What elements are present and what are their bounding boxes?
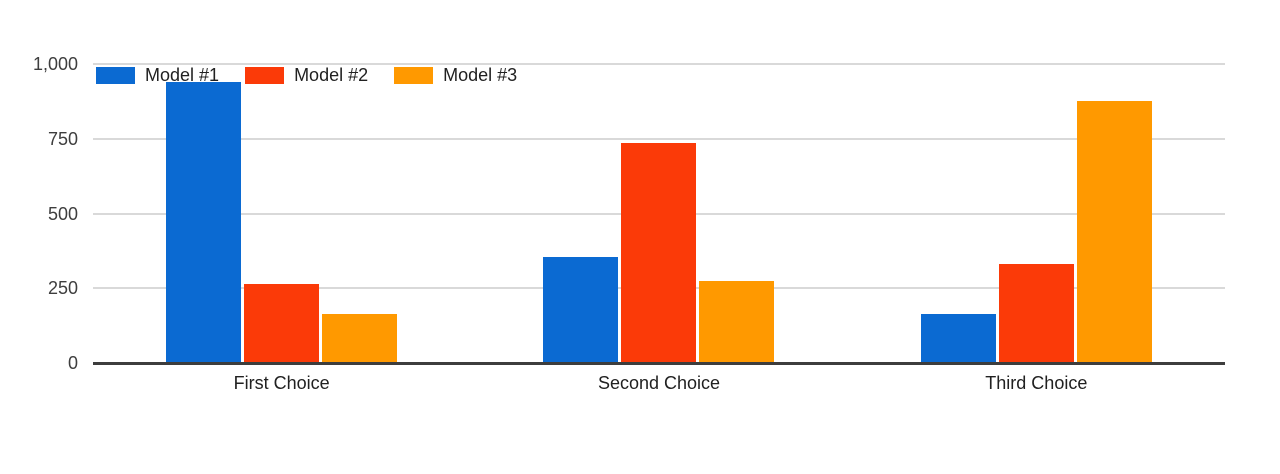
legend-swatch-model-3-icon [394,66,434,84]
x-axis-line [93,362,1225,365]
chart-legend: Model #1 Model #2 Model #3 [96,66,517,84]
legend-swatch-model-1-icon [96,66,135,84]
bar-model-3 [699,280,775,363]
plot-area [93,63,1225,365]
gridline [93,137,1225,140]
bars-layer [93,64,1225,363]
category-label-second-choice: Second Choice [597,373,721,393]
bar-model-2 [244,283,320,363]
bar-model-2 [998,264,1074,363]
bar-model-3 [322,313,398,363]
bar-model-1 [920,313,996,363]
bar-model-1 [543,256,619,363]
bar-group [93,64,470,363]
legend-swatch-model-2-icon [245,66,285,84]
y-axis-labels: 1,000 750 500 250 0 [0,54,78,373]
gridline [93,63,1225,65]
legend-item-model-1: Model #1 [96,66,219,84]
y-tick-label: 250 [47,278,78,299]
bar-model-1 [166,81,242,363]
y-tick-label: 0 [67,353,78,373]
bar-group [470,64,847,363]
bar-model-3 [1076,101,1152,363]
category-label-first-choice: First Choice [233,373,330,393]
legend-item-model-3: Model #3 [394,66,517,84]
legend-label-model-1: Model #1 [145,65,220,85]
y-tick-label: 500 [47,203,78,224]
x-axis-labels: First Choice Second Choice Third Choice [93,372,1225,394]
legend-label-model-3: Model #3 [443,65,518,85]
y-tick-label: 1,000 [32,54,78,74]
category-label-third-choice: Third Choice [985,373,1088,393]
legend-label-model-2: Model #2 [294,65,369,85]
y-tick-label: 750 [47,128,78,149]
bar-group [848,64,1225,363]
bar-model-2 [621,143,697,363]
legend-item-model-2: Model #2 [245,66,368,84]
